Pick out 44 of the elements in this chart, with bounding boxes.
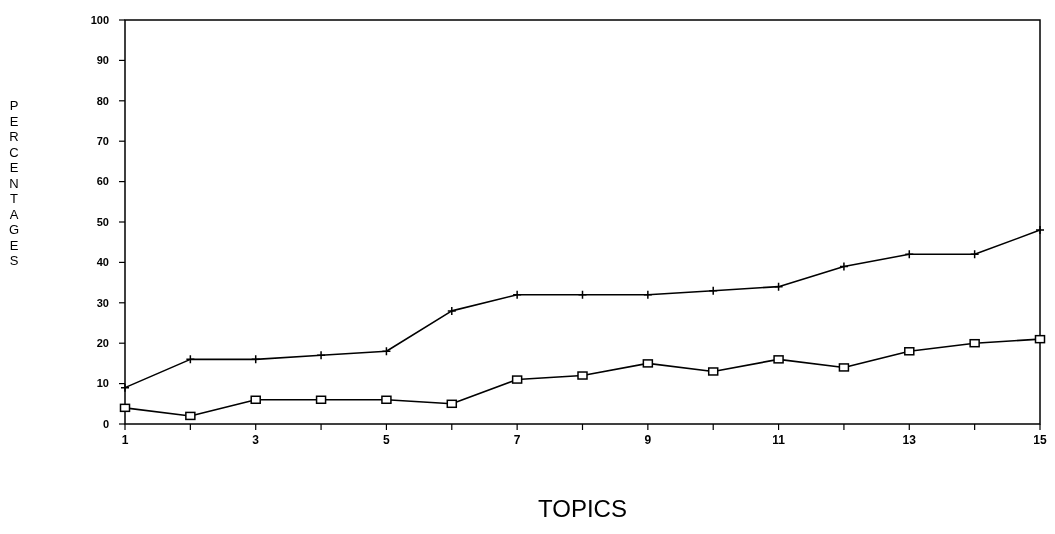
- point: [708, 285, 718, 296]
- point: [577, 371, 588, 380]
- point: [1034, 334, 1046, 344]
- y-tick-label: 70: [96, 135, 109, 148]
- point: [904, 347, 915, 356]
- x-tick-label: 9: [644, 433, 652, 447]
- text: PERCENTAGES: [8, 98, 20, 268]
- point: [316, 350, 326, 361]
- x-tick-label: 1: [121, 433, 129, 447]
- x-tick-label: 11: [772, 433, 786, 447]
- point: [839, 261, 849, 272]
- y-tick-label: 90: [96, 54, 109, 67]
- x-tick-label: 5: [383, 433, 391, 447]
- y-tick-label: 50: [96, 215, 109, 228]
- point: [185, 411, 196, 421]
- y-tick-label: 80: [96, 94, 109, 107]
- point: [446, 399, 458, 409]
- point: [773, 355, 784, 364]
- point: [447, 306, 457, 316]
- x-axis-title: TOPICS: [538, 495, 627, 522]
- x-tick-label: 7: [513, 433, 521, 447]
- point: [512, 289, 522, 300]
- point: [707, 367, 719, 376]
- point: [315, 395, 327, 405]
- x-tick-label: 15: [1033, 433, 1047, 447]
- point: [642, 359, 654, 368]
- x-tick-label: 13: [902, 433, 917, 447]
- point: [511, 375, 523, 384]
- point: [643, 289, 653, 300]
- point: [838, 363, 850, 372]
- y-tick-label: 10: [96, 377, 109, 390]
- y-tick-label: 60: [96, 175, 109, 188]
- y-tick-label: 30: [96, 296, 109, 309]
- point: [250, 395, 261, 405]
- y-tick-label: 0: [102, 417, 109, 430]
- point: [120, 382, 130, 393]
- point: [119, 403, 131, 413]
- y-tick-label: 20: [96, 337, 109, 350]
- y-tick-label: 40: [96, 256, 109, 269]
- x-tick-label: 3: [252, 433, 260, 447]
- point: [1035, 225, 1045, 235]
- point: [969, 338, 980, 348]
- point: [381, 395, 392, 405]
- y-tick-label: 100: [90, 13, 109, 26]
